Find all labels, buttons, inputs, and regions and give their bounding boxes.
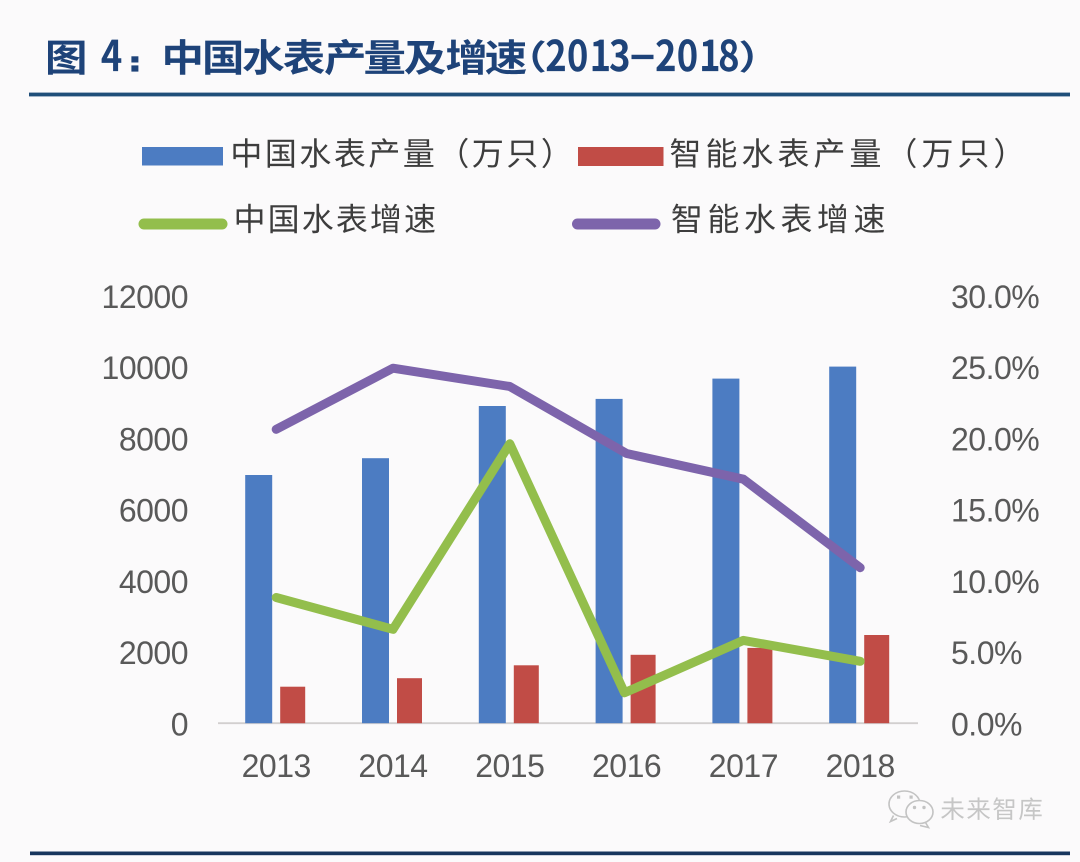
svg-text:8000: 8000 — [119, 421, 188, 457]
svg-text:4000: 4000 — [119, 564, 188, 600]
svg-text:12000: 12000 — [102, 279, 188, 315]
svg-text:30.0%: 30.0% — [951, 279, 1039, 315]
svg-text:2015: 2015 — [475, 748, 544, 784]
svg-text:2013: 2013 — [242, 748, 311, 784]
svg-text:2016: 2016 — [592, 748, 661, 784]
svg-text:15.0%: 15.0% — [951, 493, 1039, 529]
svg-text:2018: 2018 — [826, 748, 895, 784]
svg-text:6000: 6000 — [119, 493, 188, 529]
svg-text:2017: 2017 — [709, 748, 778, 784]
svg-text:20.0%: 20.0% — [951, 421, 1039, 457]
svg-text:25.0%: 25.0% — [951, 350, 1039, 386]
svg-text:2000: 2000 — [119, 635, 188, 671]
svg-text:10.0%: 10.0% — [951, 564, 1039, 600]
svg-text:0: 0 — [171, 706, 188, 742]
svg-text:2014: 2014 — [358, 748, 427, 784]
svg-text:10000: 10000 — [102, 350, 188, 386]
svg-text:5.0%: 5.0% — [951, 635, 1022, 671]
svg-text:0.0%: 0.0% — [951, 706, 1022, 742]
